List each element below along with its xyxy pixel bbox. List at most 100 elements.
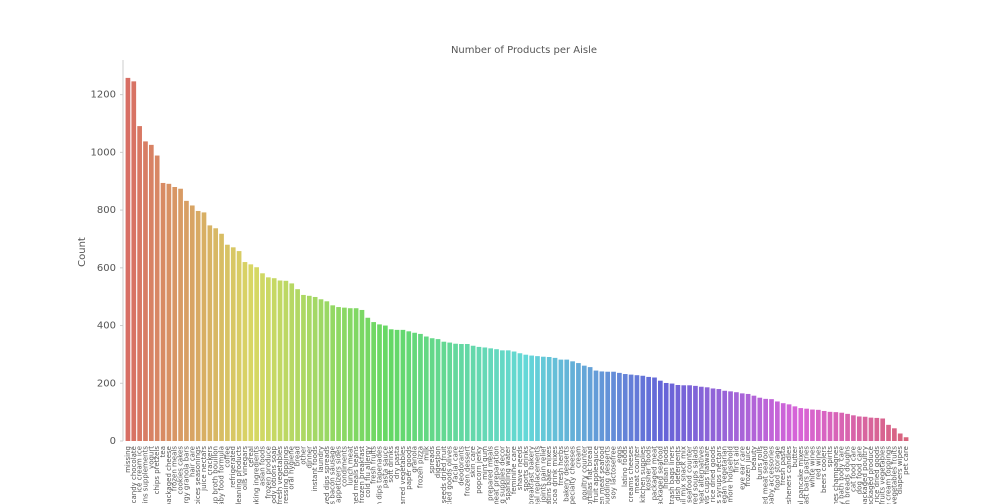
x-tick-label: fresh dips tapenades xyxy=(376,446,384,504)
bar xyxy=(195,210,201,441)
bar xyxy=(775,401,780,441)
bar xyxy=(184,200,189,441)
bar xyxy=(137,126,142,442)
x-tick-label: packaged meat xyxy=(650,446,658,501)
bar xyxy=(464,344,470,441)
x-tick-label: indian foods xyxy=(662,446,670,489)
bar xyxy=(552,357,558,441)
bar xyxy=(757,397,763,441)
x-tick-label: butter xyxy=(791,446,799,468)
bar xyxy=(511,351,517,441)
x-tick-label: pet care xyxy=(902,446,910,475)
bar xyxy=(383,325,388,441)
x-tick-label: oral hygiene xyxy=(288,446,296,490)
bar xyxy=(353,308,359,441)
x-tick-label: specialty cheeses xyxy=(569,446,577,504)
x-tick-label: packaged seafood xyxy=(656,446,664,504)
x-tick-label: vitamins supplements xyxy=(141,446,149,504)
x-tick-label: canned meat seafood xyxy=(762,446,770,504)
bar xyxy=(546,357,552,441)
y-tick-label: 1200 xyxy=(91,90,116,101)
bar xyxy=(599,371,605,441)
bar xyxy=(441,341,447,441)
x-tick-label: cream xyxy=(574,446,582,468)
y-tick-label: 1000 xyxy=(91,147,116,158)
x-tick-label: frozen meat seafood xyxy=(598,446,606,504)
bar xyxy=(429,338,435,441)
x-tick-label: prepared meals xyxy=(487,446,495,501)
x-tick-label: poultry counter xyxy=(580,446,588,500)
bar xyxy=(593,370,599,441)
x-tick-label: prepared soups salads xyxy=(691,446,699,504)
x-tick-label: soy lactosefree xyxy=(610,446,618,499)
x-tick-label: trash bags liners xyxy=(668,446,676,504)
x-tick-label: canned meals beans xyxy=(352,446,360,504)
x-tick-label: kitchen supplies xyxy=(639,446,647,503)
x-tick-label: body lotions soap xyxy=(270,445,278,504)
x-tick-label: baking ingredients xyxy=(253,446,261,504)
bar xyxy=(739,393,745,441)
x-tick-label: grains rice dried goods xyxy=(709,446,717,504)
x-tick-label: coffee xyxy=(223,446,231,468)
bar xyxy=(230,247,236,441)
bar xyxy=(745,393,751,441)
bar xyxy=(324,301,330,441)
x-tick-label: spreads xyxy=(428,446,436,474)
bar xyxy=(423,336,429,441)
x-tick-label: packaged vegetables fruits xyxy=(890,446,898,504)
x-tick-label: fresh vegetables xyxy=(276,446,284,504)
bar xyxy=(453,343,458,441)
x-tick-label: other creams cheeses xyxy=(627,446,635,504)
bar xyxy=(710,388,716,441)
x-tick-label: eye ear care xyxy=(738,446,746,490)
x-tick-label: protein meal replacements xyxy=(533,446,541,504)
bar xyxy=(365,317,371,441)
x-tick-label: breakfast bakery xyxy=(528,446,536,504)
bar xyxy=(611,371,616,441)
x-tick-label: packaged cheese xyxy=(165,446,173,504)
bar xyxy=(418,333,423,441)
x-tick-label: deodorants xyxy=(457,446,465,486)
x-tick-label: yogurt xyxy=(147,446,155,469)
bar xyxy=(529,355,534,441)
x-tick-label: frozen breakfast xyxy=(358,446,366,503)
bar xyxy=(143,141,148,442)
x-tick-label: eggs xyxy=(615,446,623,463)
bar xyxy=(821,410,827,441)
bar xyxy=(482,347,488,441)
bar xyxy=(646,376,651,441)
bar xyxy=(698,386,704,441)
bar xyxy=(751,395,757,441)
x-tick-label: dog food care xyxy=(855,446,863,494)
x-tick-label: tortillas flat bread xyxy=(586,446,594,504)
bar xyxy=(622,374,628,441)
bar xyxy=(131,81,137,441)
bar xyxy=(248,264,254,441)
bar xyxy=(704,387,710,441)
bar xyxy=(634,375,640,441)
bar xyxy=(148,144,154,442)
bar xyxy=(558,359,564,441)
bar xyxy=(669,383,675,441)
x-tick-label: skin care xyxy=(469,446,477,477)
bar xyxy=(505,350,511,441)
bar xyxy=(862,416,868,441)
x-tick-label: spirits xyxy=(826,446,834,468)
x-tick-label: candy chocolate xyxy=(130,446,138,503)
bar xyxy=(260,273,265,441)
y-tick-label: 800 xyxy=(97,205,116,216)
bar xyxy=(236,251,242,441)
bar xyxy=(663,382,669,441)
bar xyxy=(564,359,570,441)
bar xyxy=(856,416,862,441)
bar xyxy=(160,182,166,441)
x-tick-label: laundry xyxy=(317,446,325,473)
x-tick-label: oils vinegars xyxy=(241,446,249,490)
bar xyxy=(540,356,546,441)
x-tick-label: baby food formula xyxy=(218,446,226,504)
bar xyxy=(693,385,698,441)
x-tick-label: frozen meals xyxy=(171,446,179,491)
x-tick-label: other xyxy=(299,446,307,465)
x-tick-label: hot cereal pancake mixes xyxy=(797,446,805,504)
x-tick-label: dinner xyxy=(305,446,313,469)
